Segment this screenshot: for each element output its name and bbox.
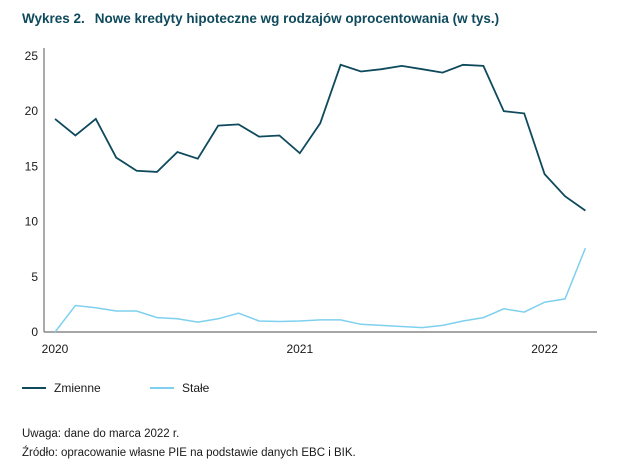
remark-note: Uwaga: dane do marca 2022 r. — [22, 428, 180, 440]
y-tick-label: 25 — [25, 49, 39, 63]
y-tick-label: 5 — [31, 270, 38, 284]
x-tick-label: 2021 — [286, 342, 313, 356]
y-tick-label: 15 — [25, 159, 39, 173]
figure-number: Wykres 2. — [22, 11, 85, 26]
y-tick-label: 0 — [31, 325, 38, 339]
x-tick-label: 2020 — [42, 342, 69, 356]
y-tick-label: 10 — [25, 215, 39, 229]
source-note: Źródło: opracowanie własne PIE na podsta… — [22, 447, 356, 459]
legend-item-stale: Stałe — [150, 381, 209, 395]
legend-swatch-zmienne — [22, 387, 46, 389]
title-text: Nowe kredyty hipoteczne wg rodzajów opro… — [94, 11, 500, 26]
line-chart: 0 5 10 15 20 25 2020 2021 2022 — [25, 48, 597, 356]
legend-swatch-stale — [150, 387, 174, 389]
legend-label: Stałe — [182, 381, 210, 395]
x-tick-label: 2022 — [531, 342, 558, 356]
chart-title: Wykres 2. Nowe kredyty hipoteczne wg rodz… — [22, 11, 499, 26]
legend-label: Zmienne — [54, 381, 101, 395]
series-line-zmienne — [54, 63, 586, 212]
legend-item-zmienne: Zmienne — [22, 381, 101, 395]
series-line-stale — [54, 247, 587, 333]
y-tick-label: 20 — [25, 104, 39, 118]
